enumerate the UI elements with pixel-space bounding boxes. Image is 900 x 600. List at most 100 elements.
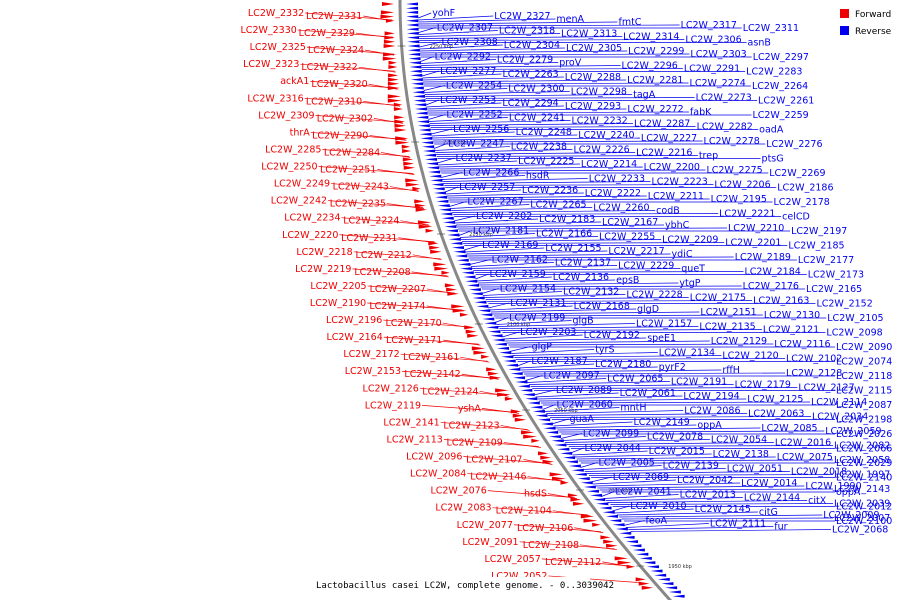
reverse-leader-line [429,120,571,124]
reverse-gene-label: LC2W_2298 [571,87,627,98]
reverse-leader-line [419,39,685,41]
reverse-gene-glyph [440,212,453,216]
reverse-gene-label: LC2W_2177 [798,255,854,266]
reverse-leader-line [555,424,697,429]
reverse-gene-glyph [430,178,443,182]
forward-gene-glyph [425,228,434,233]
reverse-gene-glyph [406,6,419,10]
reverse-gene-label: LC2W_2214 [581,159,637,170]
forward-gene-label: LC2W_2091 [462,537,518,548]
reverse-gene-glyph [406,10,419,14]
forward-gene-glyph [418,224,433,229]
reverse-gene-label: LC2W_2191 [671,377,727,388]
forward-gene-label: LC2W_2077 [457,520,513,531]
reverse-gene-label: oppA [836,487,861,498]
reverse-leader-line [437,157,455,164]
reverse-gene-label: LC2W_2044 [585,443,641,454]
reverse-gene-label: LC2W_2090 [836,342,892,353]
reverse-gene-label: LC2W_2097 [543,371,599,382]
reverse-gene-glyph [615,527,628,531]
reverse-leader-line [420,59,496,64]
forward-leader-line [367,285,455,294]
reverse-gene-label: LC2W_2259 [752,110,808,121]
reverse-gene-label: LC2W_2086 [684,406,740,417]
forward-leader-line [358,66,396,73]
reverse-gene-label: LC2W_2131 [510,298,566,309]
reverse-leader-line [419,44,503,50]
reverse-leader-line [441,172,463,178]
forward-gene-label: LC2W_2153 [345,366,401,377]
forward-gene-label: LC2W_2234 [284,213,340,224]
reverse-gene-label: LC2W_2201 [725,238,781,249]
reverse-gene-label: LC2W_2275 [706,165,762,176]
reverse-gene-label: LC2W_2222 [585,188,641,199]
forward-gene-glyph [382,56,397,61]
reverse-gene-label: LC2W_2282 [697,122,753,133]
forward-gene-label: LC2W_2205 [310,281,366,292]
forward-gene-glyph [417,220,432,225]
reverse-gene-glyph [412,90,425,94]
reverse-gene-label: LC2W_2135 [699,322,755,333]
reverse-gene-label: LC2W_2274 [690,78,746,89]
forward-gene-glyph [387,77,399,82]
reverse-leader-line [520,366,658,371]
forward-leader-line [412,254,442,261]
tick-label: 2100 kbp [507,322,531,328]
reverse-leader-line [493,314,763,317]
reverse-leader-line [499,326,699,329]
forward-gene-glyph [540,455,552,460]
reverse-leader-line [429,123,634,126]
forward-leader-line [426,305,464,312]
reverse-gene-label: LC2W_2069 [613,472,669,483]
forward-gene-glyph [387,98,402,103]
reverse-gene-label: LC2W_2132 [563,287,619,298]
reverse-leader-line [420,56,434,62]
forward-gene-label: LC2W_2249 [274,179,330,190]
reverse-gene-label: LC2W_2066 [836,444,892,455]
reverse-leader-line [427,111,689,114]
reverse-gene-glyph [431,183,444,187]
reverse-gene-glyph [494,342,507,346]
reverse-gene-glyph [428,170,441,174]
reverse-leader-line [621,517,834,520]
reverse-gene-glyph [424,153,437,157]
reverse-gene-label: LC2W_2211 [648,191,704,202]
reverse-gene-label: LC2W_2018 [791,467,847,478]
reverse-gene-glyph [443,220,456,224]
reverse-gene-label: tagA [633,90,656,101]
forward-gene-label: LC2W_2323 [243,59,299,70]
forward-gene-label: thrA [290,127,311,138]
forward-gene-glyph [504,396,514,401]
reverse-leader-line [420,53,690,56]
reverse-gene-label: LC2W_2287 [634,119,690,130]
reverse-leader-line [418,15,494,21]
reverse-gene-label: yohF [432,8,455,19]
reverse-gene-label: LC2W_2175 [690,293,746,304]
reverse-leader-line [497,323,635,327]
reverse-gene-label: LC2W_2257 [459,182,515,193]
forward-gene-glyph [441,270,450,275]
forward-gene-label: LC2W_2076 [430,486,486,497]
reverse-gene-label: LC2W_2007 [834,513,890,524]
reverse-gene-label: LC2W_2102 [786,354,842,365]
reverse-leader-line [456,224,664,228]
forward-gene-label: LC2W_2108 [523,540,579,551]
forward-gene-glyph [446,287,457,292]
reverse-gene-glyph [580,481,593,485]
forward-gene-glyph [549,472,563,477]
reverse-leader-line [528,381,670,385]
reverse-gene-label: oadA [759,125,784,136]
legend-swatch [840,9,849,18]
reverse-leader-line [496,320,572,325]
reverse-gene-label: LC2W_2098 [826,328,882,339]
forward-leader-line [331,183,419,191]
tick-label: 2150 kbp [469,232,493,238]
forward-gene-glyph [382,2,395,6]
reverse-gene-glyph [407,36,420,40]
map-caption: Lactobacillus casei LC2W, complete genom… [316,581,614,591]
forward-gene-glyph [387,94,401,99]
forward-leader-line [419,387,507,396]
reverse-leader-line [428,114,446,120]
reverse-gene-label: LC2W_2265 [530,200,586,211]
reverse-gene-glyph [413,99,426,103]
